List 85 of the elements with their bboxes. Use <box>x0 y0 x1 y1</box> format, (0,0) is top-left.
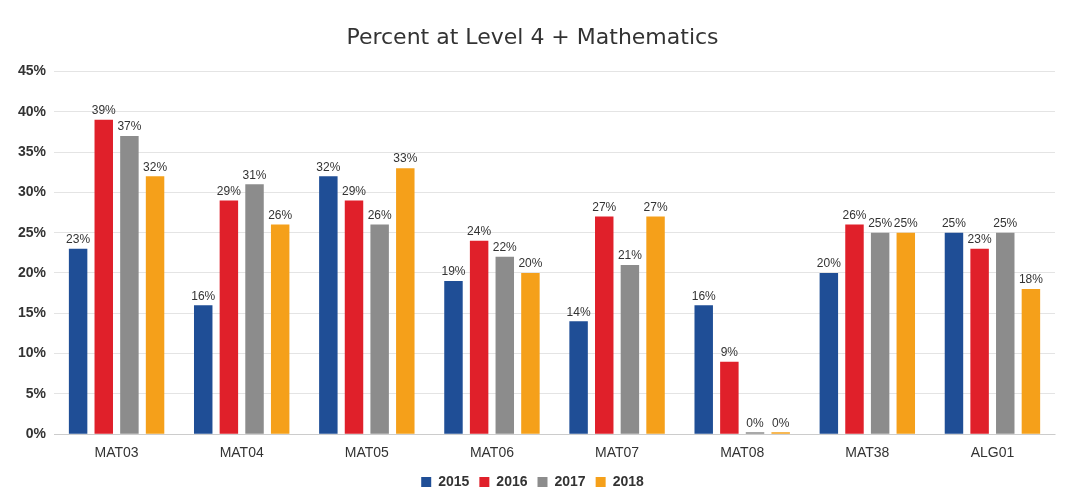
bar <box>720 361 739 434</box>
x-tick-label: MAT03 <box>94 444 139 461</box>
y-tick-label: 45% <box>17 62 47 79</box>
y-tick-label: 35% <box>17 142 47 159</box>
data-label: 9% <box>720 344 739 359</box>
bar <box>194 305 213 434</box>
data-label: 27% <box>643 199 668 214</box>
data-label: 23% <box>66 232 91 247</box>
x-tick-label: MAT04 <box>219 444 264 461</box>
data-label: 39% <box>91 103 117 118</box>
data-label: 32% <box>143 159 168 174</box>
x-tick-label: MAT07 <box>595 444 640 461</box>
bar <box>896 232 916 434</box>
bar <box>970 248 989 434</box>
bar <box>319 176 338 434</box>
bar <box>495 256 515 434</box>
bar <box>68 248 88 434</box>
data-label: 25% <box>893 215 919 230</box>
data-label: 0% <box>772 415 790 430</box>
data-label: 25% <box>941 215 967 230</box>
data-label: 19% <box>441 264 466 279</box>
bar <box>819 272 839 434</box>
x-tick-label: MAT38 <box>845 444 890 461</box>
bar <box>270 224 290 434</box>
bar <box>94 119 113 434</box>
bar <box>944 232 964 434</box>
data-label: 20% <box>816 256 842 271</box>
bar <box>521 272 540 434</box>
data-label: 22% <box>492 240 518 255</box>
data-label: 32% <box>316 159 341 174</box>
x-tick-label: MAT06 <box>469 444 515 461</box>
bar <box>245 184 264 434</box>
chart-title: Percent at Level 4 + Mathematics <box>346 23 719 49</box>
bar <box>595 216 614 434</box>
bar <box>694 305 713 434</box>
y-tick-label: 30% <box>17 183 47 200</box>
bar <box>396 168 415 434</box>
data-label: 16% <box>691 288 717 303</box>
legend-label: 2017 <box>554 472 586 489</box>
bar <box>1021 289 1041 434</box>
legend-label: 2015 <box>438 472 470 489</box>
data-label: 33% <box>393 151 418 166</box>
y-tick-label: 15% <box>17 304 47 321</box>
bar <box>620 264 640 434</box>
bar <box>120 135 139 434</box>
x-tick-label: MAT05 <box>344 444 390 461</box>
data-label: 16% <box>191 288 216 303</box>
y-tick-label: 20% <box>17 263 47 280</box>
bar <box>996 232 1015 434</box>
data-label: 14% <box>566 304 591 319</box>
data-label: 26% <box>842 207 867 222</box>
bar <box>469 240 489 434</box>
bar <box>370 224 389 434</box>
y-tick-label: 5% <box>25 384 47 401</box>
data-label: 25% <box>868 215 893 230</box>
data-label: 27% <box>592 199 617 214</box>
bar <box>444 281 463 434</box>
data-label: 18% <box>1018 272 1044 287</box>
data-label: 0% <box>746 415 765 430</box>
bar <box>219 200 239 434</box>
data-label: 26% <box>367 207 392 222</box>
y-tick-label: 25% <box>17 223 47 240</box>
legend-label: 2016 <box>496 472 528 489</box>
data-label: 26% <box>268 207 293 222</box>
y-tick-label: 10% <box>17 344 47 361</box>
bar <box>870 232 890 434</box>
data-label: 20% <box>518 256 543 271</box>
data-label: 21% <box>617 248 643 263</box>
bar <box>569 321 588 434</box>
x-tick-label: MAT08 <box>720 444 765 461</box>
y-tick-label: 0% <box>25 425 47 442</box>
data-label: 25% <box>993 215 1018 230</box>
data-label: 29% <box>216 183 242 198</box>
data-label: 31% <box>242 167 267 182</box>
bar <box>145 176 165 434</box>
bar <box>344 200 364 434</box>
x-tick-label: ALG01 <box>970 444 1015 461</box>
bar <box>646 216 665 434</box>
data-label: 29% <box>341 183 367 198</box>
legend-label: 2018 <box>612 472 644 489</box>
y-tick-label: 40% <box>17 102 47 119</box>
data-label: 24% <box>467 224 492 239</box>
data-label: 37% <box>117 119 142 134</box>
data-label: 23% <box>967 232 992 247</box>
bar <box>845 224 864 434</box>
